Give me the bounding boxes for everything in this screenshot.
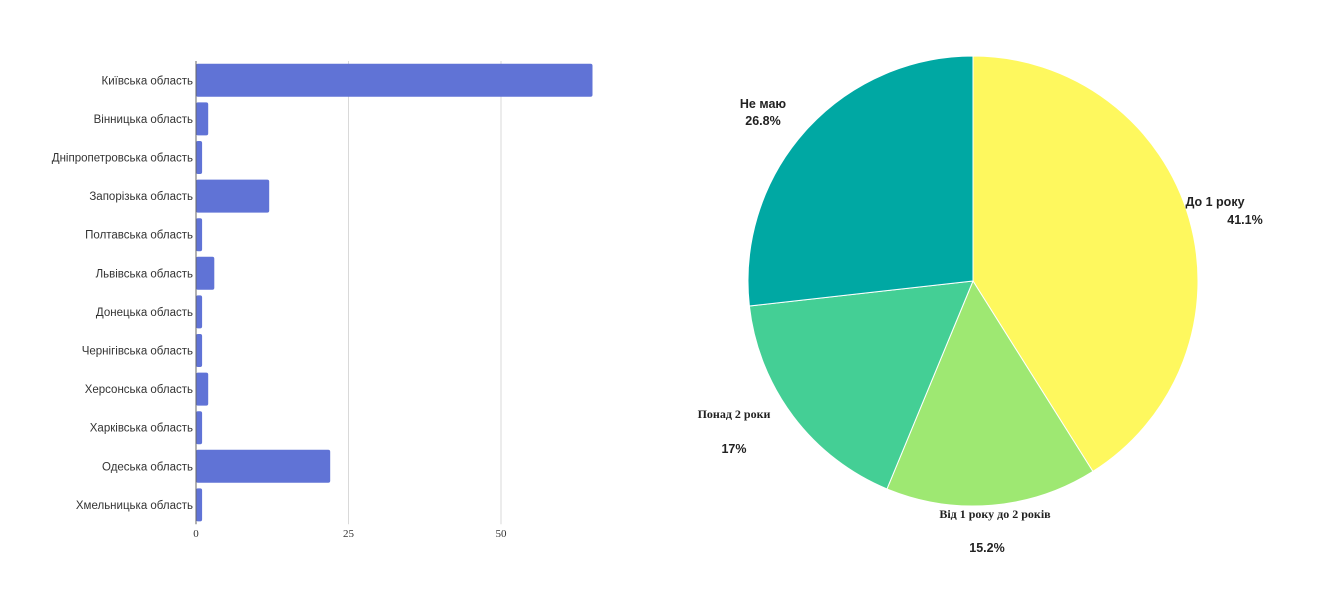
slice-label: До 1 року [1185,195,1244,209]
slice-label: Не маю [740,97,786,111]
bar [196,334,203,367]
x-tick-label: 25 [343,528,355,540]
category-label: Львівська область [96,268,193,280]
bar [196,218,203,252]
bar-chart: 0 25 50 Київська область Вінницька область Дн… [52,61,593,540]
bar [196,141,203,174]
category-label: Запорізька область [89,191,193,203]
slice-percent-label: 26.8% [745,114,780,128]
category-label: Чернігівська область [82,346,193,358]
category-label: Одеська область [102,461,193,473]
pie-slice [748,280,974,490]
slice-label: Понад 2 роки [698,407,771,421]
category-label: Херсонська область [85,384,193,396]
x-tick-label: 0 [193,528,199,540]
pie-slice [886,279,1094,507]
bar [196,449,331,483]
category-label: Вінницька область [94,114,193,126]
category-label: Полтавська область [85,230,193,242]
category-label: Київська область [102,75,194,87]
slice-percent-label: 15.2% [969,541,1004,555]
bar [196,372,209,406]
slice-percent-label: 17% [721,442,746,456]
x-tick-label: 50 [496,528,508,540]
bar [196,179,270,213]
bar [196,63,593,97]
bar [196,295,203,329]
bar [196,411,203,445]
category-label: Дніпропетровська область [52,153,193,165]
bar [196,488,203,522]
slice-label: Від 1 року до 2 років [939,507,1051,521]
pie-slice [747,55,974,307]
bar [196,256,215,290]
pie-chart: До 1 року 41.1% Від 1 року до 2 років 15.2%… [698,55,1263,555]
category-label: Харківська область [90,423,193,435]
category-label: Донецька область [96,307,193,319]
pie-slice [972,55,1199,473]
slice-percent-label: 41.1% [1227,213,1262,227]
bar [196,102,209,136]
category-label: Хмельницька область [76,500,193,512]
